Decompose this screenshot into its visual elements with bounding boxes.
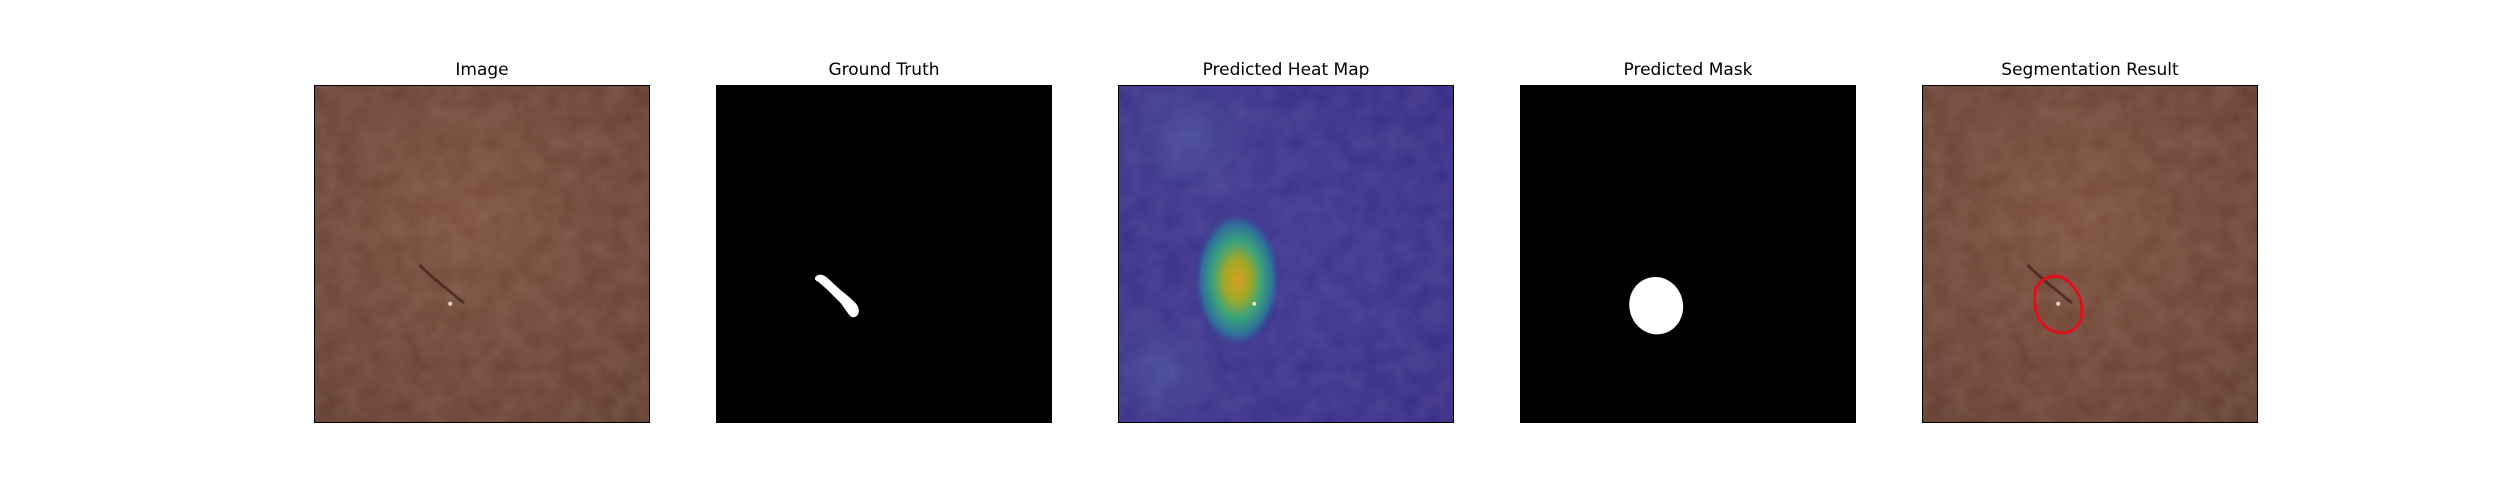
heat-map-panel (1118, 85, 1454, 423)
heat-hotspot (1164, 188, 1344, 412)
panel-title-image: Image (455, 60, 509, 80)
image-panel (314, 85, 650, 423)
segmentation-result-panel (1922, 85, 2258, 423)
segmentation-image (1923, 86, 2257, 422)
panel-title-predicted-mask: Predicted Mask (1623, 60, 1753, 80)
predicted-region (1629, 276, 1684, 335)
ground-truth-region (814, 274, 859, 318)
panel-title-ground-truth: Ground Truth (828, 60, 940, 80)
heat-map (1119, 86, 1453, 422)
defect-scratch (2026, 263, 2073, 306)
ground-truth-panel (716, 85, 1052, 423)
segmentation-contour (2033, 274, 2084, 335)
panel-title-segmentation-result: Segmentation Result (2001, 60, 2179, 80)
leather-image (315, 86, 649, 422)
ground-truth-mask (717, 86, 1051, 422)
defect-scratch (418, 263, 465, 306)
predicted-mask (1521, 86, 1855, 422)
panel-title-heat-map: Predicted Heat Map (1202, 60, 1370, 80)
predicted-mask-panel (1520, 85, 1856, 423)
